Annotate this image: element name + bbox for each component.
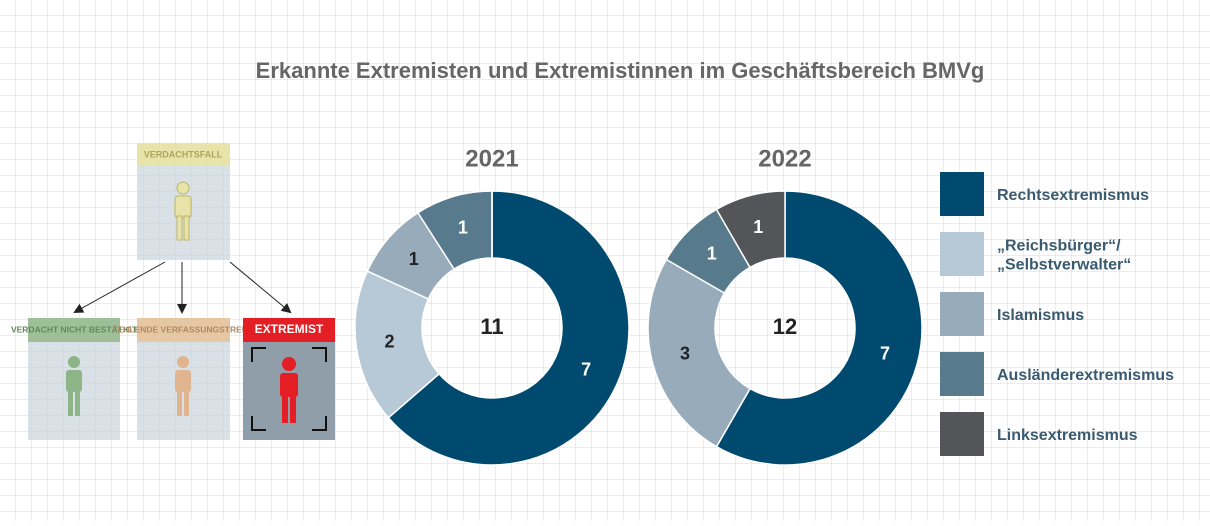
legend-label: Rechtsextremismus	[997, 187, 1149, 204]
donut-segment	[715, 190, 786, 269]
arrow	[229, 261, 292, 314]
data-label: 2	[385, 331, 395, 351]
person-icon	[175, 356, 191, 416]
label-band	[137, 143, 230, 165]
arrow	[73, 261, 166, 313]
data-label: 1	[753, 217, 763, 237]
chart-title: 2021	[465, 145, 518, 172]
person-icon	[174, 181, 192, 241]
data-label: 1	[409, 249, 419, 269]
flow-label: FEHLENDE VERFASSUNGSTREUE	[112, 324, 254, 334]
person-icon	[280, 357, 298, 423]
donut-segment	[647, 258, 752, 448]
legend-swatch	[940, 232, 984, 276]
data-label: 3	[680, 344, 690, 364]
flow-label: VERDACHT NICHT BESTÄTIGT	[11, 324, 138, 334]
total-label: 12	[773, 314, 797, 339]
total-label: 11	[480, 314, 503, 339]
frame-corners	[251, 347, 327, 431]
legend-label: Ausländerextremismus	[997, 367, 1174, 384]
legend-label: Islamismus	[997, 307, 1084, 324]
donut-segment	[387, 190, 630, 466]
legend-label: Linksextremismus	[997, 427, 1138, 444]
flow-diagram: VERDACHTSFALL VERDACHT NICHT BESTÄTIGT F…	[11, 143, 335, 440]
title: Erkannte Extremisten und Extremistinnen …	[256, 58, 985, 83]
data-label: 7	[880, 344, 890, 364]
person-icon	[66, 356, 82, 416]
donut-segment	[715, 190, 923, 466]
legend-swatch	[940, 292, 984, 336]
legend-swatch	[940, 172, 984, 216]
legend-swatch	[940, 412, 984, 456]
legend-swatch	[940, 352, 984, 396]
donut-segment	[354, 270, 441, 419]
data-label: 1	[458, 217, 468, 237]
chart-title: 2022	[758, 145, 811, 172]
flow-label: VERDACHTSFALL	[144, 149, 223, 159]
label-band	[28, 318, 120, 342]
data-label: 1	[707, 244, 717, 264]
flow-label: EXTREMIST	[255, 322, 324, 336]
label-band	[137, 318, 230, 342]
legend-label: „Reichsbürger“/„Selbstverwalter“	[997, 238, 1131, 274]
label-band	[243, 318, 335, 342]
data-label: 7	[581, 360, 591, 380]
